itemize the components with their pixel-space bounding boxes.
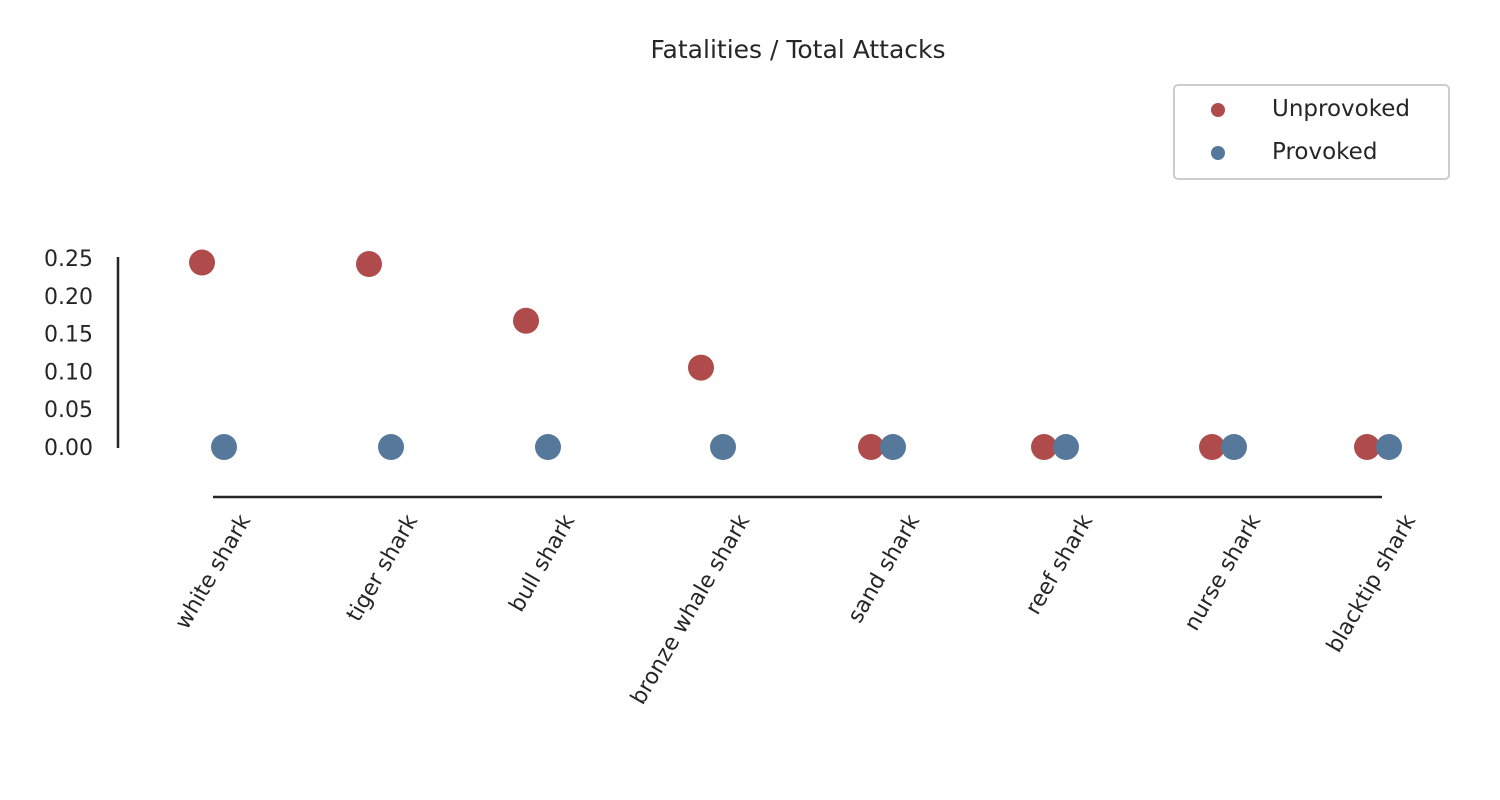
y-tick-label: 0.15 xyxy=(44,323,93,348)
legend-marker-provoked xyxy=(1211,146,1225,160)
data-points xyxy=(189,249,1402,460)
x-tick-label-reef-shark: reef shark xyxy=(1021,510,1098,619)
point-provoked-tiger-shark xyxy=(378,434,404,460)
x-tick-label-blacktip-shark: blacktip shark xyxy=(1322,510,1421,657)
y-tick-label: 0.25 xyxy=(44,247,93,272)
y-tick-label: 0.20 xyxy=(44,285,93,310)
point-provoked-bull-shark xyxy=(535,434,561,460)
legend-label-provoked: Provoked xyxy=(1272,139,1377,165)
point-unprovoked-blacktip-shark xyxy=(1354,434,1380,460)
x-tick-labels: white shark tiger shark bull shark bronze w… xyxy=(171,510,1422,709)
legend-marker-unprovoked xyxy=(1211,103,1225,117)
point-unprovoked-bull-shark xyxy=(513,307,539,334)
y-tick-labels: 0.00 0.05 0.10 0.15 0.20 0.25 xyxy=(44,247,93,461)
point-unprovoked-white-shark xyxy=(189,249,215,276)
point-unprovoked-bronze-whale-shark xyxy=(688,354,714,381)
point-provoked-white-shark xyxy=(211,434,237,460)
y-tick-label: 0.00 xyxy=(44,436,93,461)
y-tick-label: 0.05 xyxy=(44,398,93,423)
point-unprovoked-sand-shark xyxy=(858,434,884,460)
x-tick-label-bull-shark: bull shark xyxy=(505,510,581,616)
chart-title: Fatalities / Total Attacks xyxy=(650,35,945,64)
x-tick-label-bronze-whale-shark: bronze whale shark xyxy=(626,510,755,709)
x-tick-label-nurse-shark: nurse shark xyxy=(1180,510,1267,635)
point-unprovoked-nurse-shark xyxy=(1199,434,1225,460)
point-provoked-reef-shark xyxy=(1053,434,1079,460)
point-provoked-nurse-shark xyxy=(1221,434,1247,460)
point-provoked-bronze-whale-shark xyxy=(710,434,736,460)
legend-label-unprovoked: Unprovoked xyxy=(1272,96,1410,122)
legend-frame xyxy=(1173,84,1450,180)
x-tick-label-white-shark: white shark xyxy=(171,510,257,633)
y-tick-label: 0.10 xyxy=(44,360,93,385)
x-tick-label-tiger-shark: tiger shark xyxy=(342,510,423,626)
legend: Unprovoked Provoked xyxy=(1173,84,1450,180)
point-unprovoked-tiger-shark xyxy=(356,251,382,278)
point-provoked-sand-shark xyxy=(880,434,906,460)
point-unprovoked-reef-shark xyxy=(1031,434,1057,460)
point-provoked-blacktip-shark xyxy=(1376,434,1402,460)
x-tick-label-sand-shark: sand shark xyxy=(843,510,925,627)
